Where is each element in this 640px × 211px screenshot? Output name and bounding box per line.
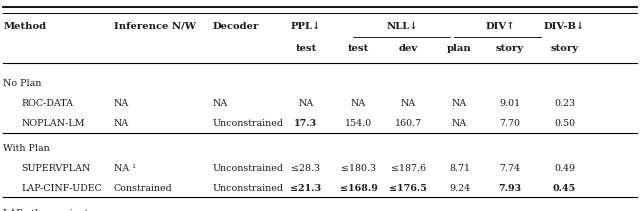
Text: 0.23: 0.23 <box>554 99 575 108</box>
Text: NA: NA <box>452 119 467 128</box>
Text: NLL↓: NLL↓ <box>387 22 419 31</box>
Text: story: story <box>550 44 579 53</box>
Text: 154.0: 154.0 <box>345 119 372 128</box>
Text: test: test <box>348 44 369 53</box>
Text: 160.7: 160.7 <box>395 119 422 128</box>
Text: NA: NA <box>298 99 314 108</box>
Text: Unconstrained: Unconstrained <box>212 164 284 173</box>
Text: 17.3: 17.3 <box>294 119 317 128</box>
Text: ≤168.9: ≤168.9 <box>340 184 377 193</box>
Text: 9.24: 9.24 <box>449 184 470 193</box>
Text: LAP other variants:: LAP other variants: <box>3 209 97 211</box>
Text: Unconstrained: Unconstrained <box>212 119 284 128</box>
Text: NA ¹: NA ¹ <box>114 164 136 173</box>
Text: NOPLAN-LM: NOPLAN-LM <box>21 119 84 128</box>
Text: 9.01: 9.01 <box>499 99 520 108</box>
Text: plan: plan <box>447 44 472 53</box>
Text: 7.74: 7.74 <box>499 164 520 173</box>
Text: Decoder: Decoder <box>212 22 259 31</box>
Text: ≤180.3: ≤180.3 <box>341 164 376 173</box>
Text: 7.93: 7.93 <box>498 184 521 193</box>
Text: DIV↑: DIV↑ <box>486 22 515 31</box>
Text: ≤28.3: ≤28.3 <box>291 164 321 173</box>
Text: With Plan: With Plan <box>3 144 50 153</box>
Text: Method: Method <box>3 22 46 31</box>
Text: dev: dev <box>399 44 418 53</box>
Text: NA: NA <box>452 99 467 108</box>
Text: 0.50: 0.50 <box>554 119 575 128</box>
Text: ROC-DATA: ROC-DATA <box>21 99 73 108</box>
Text: ≤21.3: ≤21.3 <box>291 184 321 193</box>
Text: NA: NA <box>114 119 129 128</box>
Text: 0.45: 0.45 <box>553 184 576 193</box>
Text: ≤187.6: ≤187.6 <box>391 164 426 173</box>
Text: ≤176.5: ≤176.5 <box>390 184 427 193</box>
Text: DIV-B↓: DIV-B↓ <box>544 22 585 31</box>
Text: LAP-CINF-UDEC: LAP-CINF-UDEC <box>21 184 102 193</box>
Text: Constrained: Constrained <box>114 184 173 193</box>
Text: test: test <box>295 44 317 53</box>
Text: 8.71: 8.71 <box>449 164 470 173</box>
Text: PPL↓: PPL↓ <box>291 22 321 31</box>
Text: SUPERVPLAN: SUPERVPLAN <box>21 164 90 173</box>
Text: NA: NA <box>114 99 129 108</box>
Text: NA: NA <box>401 99 416 108</box>
Text: NA: NA <box>212 99 228 108</box>
Text: Unconstrained: Unconstrained <box>212 184 284 193</box>
Text: Inference N/W: Inference N/W <box>114 22 196 31</box>
Text: No Plan: No Plan <box>3 79 42 88</box>
Text: story: story <box>495 44 524 53</box>
Text: NA: NA <box>351 99 366 108</box>
Text: 0.49: 0.49 <box>554 164 575 173</box>
Text: 7.70: 7.70 <box>499 119 520 128</box>
